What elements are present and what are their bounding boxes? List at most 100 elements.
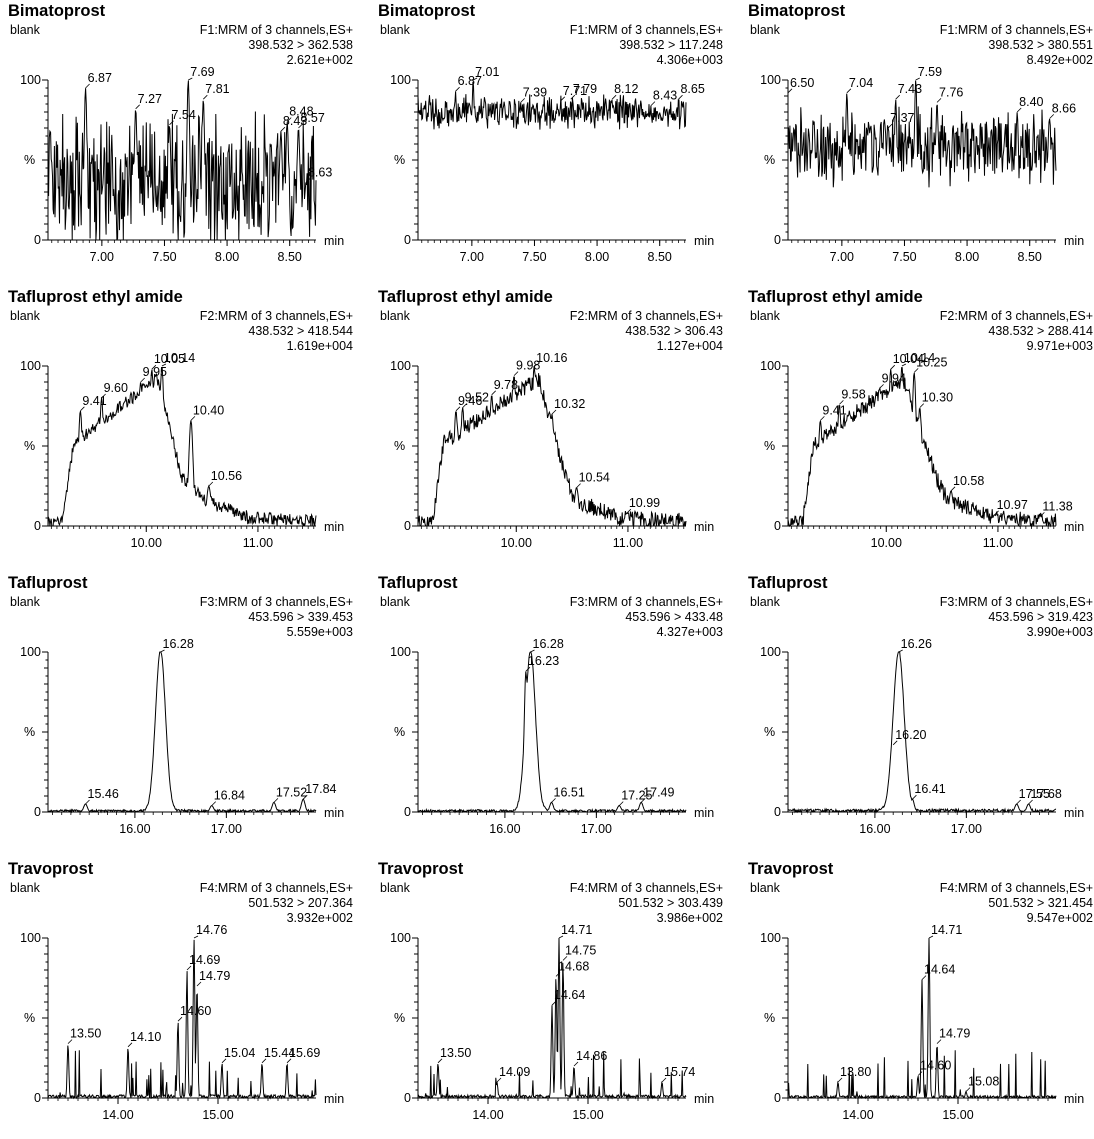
peak-label: 7.71 (563, 84, 587, 98)
peak-label: 10.54 (579, 471, 610, 485)
peak-label: 6.87 (458, 74, 482, 88)
y-tick-label: 0 (774, 1091, 781, 1105)
peak-leader (1016, 799, 1021, 805)
peak-leader (965, 1087, 971, 1092)
x-tick-label: 14.00 (102, 1108, 133, 1122)
x-tick-label: 11.00 (613, 536, 643, 550)
chart-title: Tafluprost (378, 574, 458, 592)
peak-leader (915, 77, 920, 81)
peak-leader (491, 390, 496, 396)
x-axis-label: min (1064, 806, 1084, 820)
peak-label: 7.01 (475, 65, 499, 79)
y-tick-label: 0 (404, 519, 411, 533)
channel-header: F2:MRM of 3 channels,ES+ 438.532 > 306.43… (463, 309, 723, 354)
peak-label: 14.76 (196, 923, 227, 937)
peak-label: 10.14 (164, 351, 195, 365)
peak-leader (169, 120, 174, 126)
peak-label: 8.40 (1019, 95, 1043, 109)
channel-header: F4:MRM of 3 channels,ES+ 501.532 > 207.36… (93, 881, 353, 926)
chromatogram-plot: 100 0% 10.00 11.00 min 9.41 9.58 9.94 10.0410.14… (760, 351, 1084, 550)
channel-header: F2:MRM of 3 channels,ES+ 438.532 > 288.41… (833, 309, 1093, 354)
chart-title: Tafluprost ethyl amide (8, 288, 183, 306)
peak-leader (85, 83, 90, 89)
peak-label: 10.58 (953, 474, 984, 488)
peak-label: 6.50 (790, 76, 814, 90)
peak-label: 10.32 (554, 397, 585, 411)
y-tick-label: 100 (20, 359, 41, 373)
transition-label: 453.596 > 433.48 (625, 610, 723, 624)
peak-leader (895, 94, 900, 100)
peak-label: 15.04 (224, 1046, 255, 1060)
chromatogram-panel: Tafluprost blank F3:MRM of 3 channels,ES+ 4… (370, 572, 735, 853)
peak-label: 13.50 (70, 1027, 101, 1041)
peak-leader (618, 801, 624, 806)
peak-label: 9.41 (822, 403, 846, 417)
function-label: F1:MRM of 3 channels,ES+ (569, 23, 723, 37)
peak-leader (994, 510, 999, 516)
chromatogram-plot: 100 0% 16.00 17.00 min 15.46 16.28 16.84 17.5217… (20, 637, 344, 836)
chromatogram-plot: 100 0% 14.00 15.00 min 13.80 14.60 14.64 14.71 14… (760, 923, 1084, 1122)
peak-label: 13.50 (440, 1046, 471, 1060)
peak-label: 8.12 (614, 82, 638, 96)
intensity-label: 3.990e+003 (1026, 625, 1093, 639)
function-label: F3:MRM of 3 channels,ES+ (199, 595, 353, 609)
x-axis-label: min (694, 1092, 714, 1106)
intensity-label: 1.619e+004 (286, 339, 353, 353)
x-tick-label: 17.00 (211, 822, 242, 836)
x-axis-label: min (324, 520, 344, 534)
y-tick-label: 0 (34, 233, 41, 247)
channel-header: F1:MRM of 3 channels,ES+ 398.532 > 380.55… (833, 23, 1093, 68)
transition-label: 438.532 > 288.414 (988, 324, 1093, 338)
peak-label: 14.79 (939, 1027, 970, 1041)
peak-label: 14.69 (189, 953, 220, 967)
y-axis-label: % (24, 1011, 35, 1025)
chromatogram-trace (787, 80, 1057, 188)
sample-name: blank (380, 881, 410, 895)
peak-label: 8.66 (1052, 101, 1076, 115)
chart-title: Bimatoprost (378, 2, 476, 20)
peak-leader (140, 377, 145, 383)
function-label: F4:MRM of 3 channels,ES+ (569, 881, 723, 895)
channel-header: F3:MRM of 3 channels,ES+ 453.596 > 433.48… (463, 595, 723, 640)
x-tick-label: 7.00 (830, 250, 854, 264)
chart-title: Tafluprost ethyl amide (748, 288, 923, 306)
y-tick-label: 100 (20, 73, 41, 87)
peak-label: 6.87 (88, 71, 112, 85)
peak-leader (1028, 799, 1033, 805)
transition-label: 501.532 > 207.364 (248, 896, 353, 910)
y-axis-label: % (24, 153, 35, 167)
chart-title: Travoprost (378, 860, 464, 878)
peak-label: 16.28 (533, 637, 564, 651)
x-axis-label: min (1064, 1092, 1084, 1106)
x-tick-label: 16.00 (859, 822, 890, 836)
peak-label: 10.14 (904, 351, 935, 365)
y-axis-label: % (24, 439, 35, 453)
y-tick-label: 100 (390, 931, 411, 945)
x-axis-label: min (324, 806, 344, 820)
peak-leader (305, 178, 311, 183)
chromatogram-panel: Bimatoprost blank F1:MRM of 3 channels,ES+… (0, 0, 365, 281)
peak-label: 14.09 (499, 1065, 530, 1079)
peak-label: 15.08 (968, 1075, 999, 1089)
x-tick-label: 8.50 (1018, 250, 1042, 264)
peak-leader (573, 1061, 579, 1067)
sample-name: blank (10, 881, 40, 895)
x-tick-label: 11.00 (983, 536, 1013, 550)
peak-label: 7.81 (205, 82, 229, 96)
x-axis-label: min (694, 234, 714, 248)
y-tick-label: 0 (774, 519, 781, 533)
peak-label: 7.76 (939, 85, 963, 99)
intensity-label: 8.492e+002 (1026, 53, 1093, 67)
x-tick-label: 17.00 (581, 822, 612, 836)
peak-label: 10.99 (629, 496, 660, 510)
peak-label: 16.20 (895, 728, 926, 742)
chart-title: Travoprost (748, 860, 834, 878)
sample-name: blank (380, 23, 410, 37)
x-tick-label: 7.00 (90, 250, 114, 264)
y-tick-label: 0 (404, 1091, 411, 1105)
peak-leader (1040, 512, 1045, 517)
peak-leader (298, 123, 303, 129)
y-tick-label: 100 (390, 359, 411, 373)
x-tick-label: 11.00 (243, 536, 273, 550)
